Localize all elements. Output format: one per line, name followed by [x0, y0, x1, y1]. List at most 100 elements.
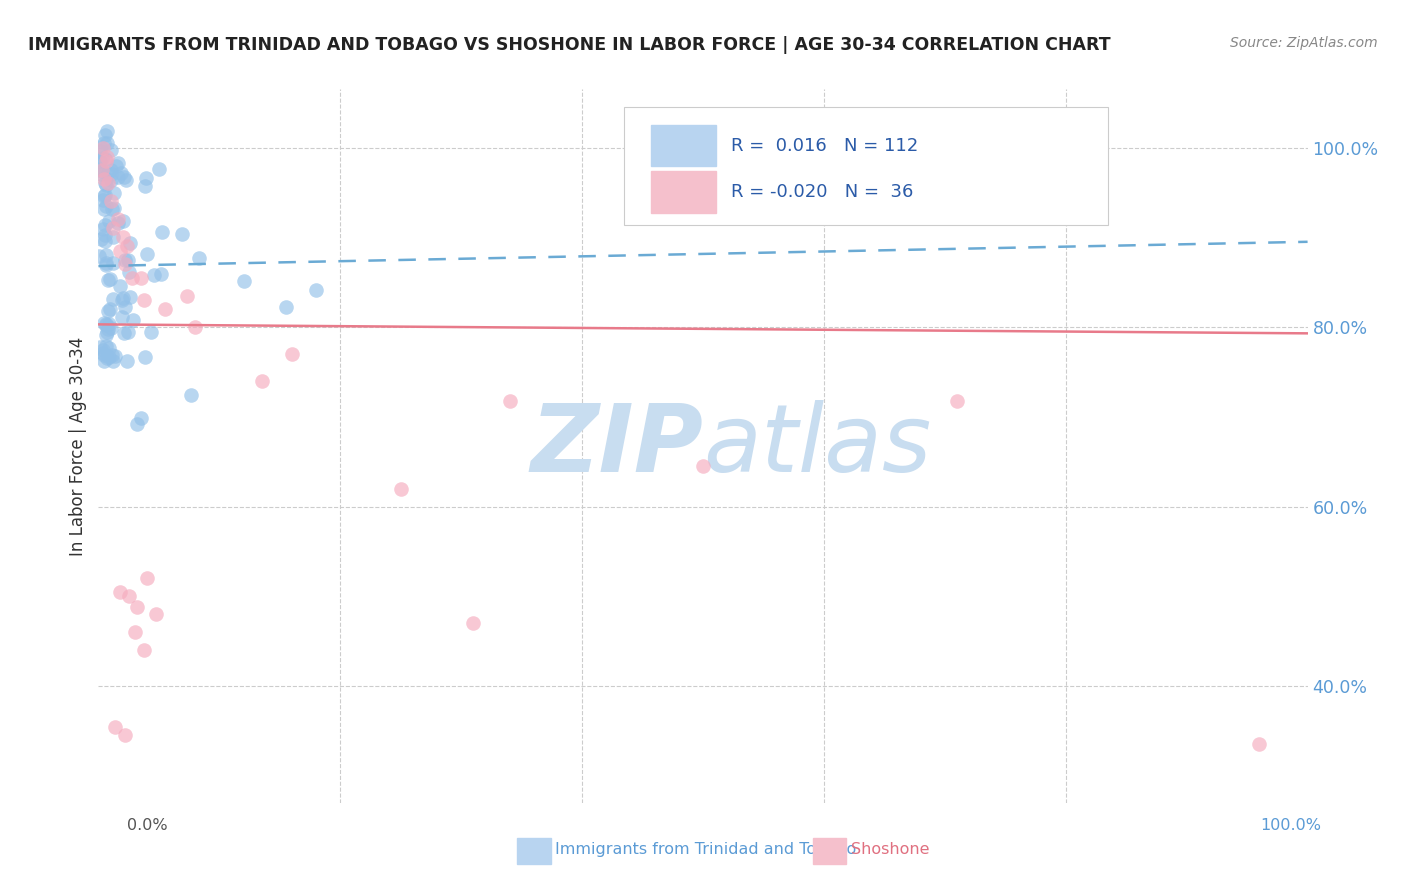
Point: [114, 257, 136, 271]
Point: [117, 239, 139, 253]
Point: [94, 188, 117, 202]
Point: [117, 325, 139, 339]
Text: atlas: atlas: [703, 401, 931, 491]
Point: [389, 482, 412, 496]
Point: [94, 153, 117, 167]
Point: [94, 176, 117, 190]
Point: [91, 140, 114, 154]
Point: [96, 149, 118, 163]
Point: [122, 313, 145, 327]
Point: [89, 153, 111, 168]
Point: [108, 244, 131, 258]
Point: [100, 162, 122, 177]
Point: [281, 347, 304, 361]
Point: [98, 214, 121, 228]
Point: [139, 325, 162, 339]
Point: [104, 349, 127, 363]
Point: [100, 321, 122, 335]
Point: [176, 288, 198, 302]
Point: [111, 230, 134, 244]
Point: [94, 339, 117, 353]
Point: [101, 221, 124, 235]
Point: [96, 199, 118, 213]
Point: [90, 152, 112, 166]
Point: [93, 317, 115, 331]
FancyBboxPatch shape: [624, 107, 1108, 225]
Point: [96, 318, 118, 332]
Point: [101, 202, 124, 217]
Text: R = -0.020   N =  36: R = -0.020 N = 36: [731, 183, 912, 201]
Point: [107, 156, 129, 170]
Point: [134, 179, 156, 194]
Point: [89, 162, 111, 177]
Point: [153, 302, 176, 317]
Text: Immigrants from Trinidad and Tobago: Immigrants from Trinidad and Tobago: [555, 842, 856, 856]
Point: [135, 571, 157, 585]
Point: [94, 256, 117, 270]
Point: [143, 268, 166, 282]
Point: [93, 172, 115, 186]
Point: [498, 393, 520, 408]
Point: [108, 278, 131, 293]
Point: [107, 216, 129, 230]
Point: [94, 258, 117, 272]
Point: [1249, 738, 1271, 752]
Point: [91, 343, 114, 357]
Point: [96, 124, 118, 138]
Text: ZIP: ZIP: [530, 400, 703, 492]
Point: [170, 227, 193, 242]
Point: [98, 341, 121, 355]
Text: Shoshone: Shoshone: [851, 842, 929, 856]
Point: [100, 194, 122, 209]
Point: [93, 218, 115, 232]
Point: [149, 268, 172, 282]
Point: [94, 234, 117, 248]
Point: [104, 719, 127, 733]
FancyBboxPatch shape: [651, 125, 716, 166]
Point: [96, 351, 118, 365]
Point: [90, 168, 112, 182]
Text: R =  0.016   N = 112: R = 0.016 N = 112: [731, 136, 918, 154]
Point: [188, 251, 211, 265]
Point: [118, 290, 141, 304]
Point: [100, 144, 122, 158]
Point: [96, 325, 118, 339]
Point: [127, 417, 149, 431]
Point: [135, 170, 157, 185]
Point: [94, 154, 117, 169]
Point: [107, 212, 129, 227]
Point: [94, 227, 117, 242]
Text: 100.0%: 100.0%: [1261, 818, 1322, 832]
Point: [274, 301, 297, 315]
Point: [150, 225, 173, 239]
Point: [98, 302, 121, 317]
Point: [101, 354, 124, 368]
Point: [250, 374, 273, 388]
Point: [93, 128, 115, 143]
Point: [114, 252, 136, 267]
Point: [93, 202, 115, 216]
Point: [184, 320, 207, 334]
Point: [124, 625, 146, 640]
Point: [111, 291, 134, 305]
Point: [94, 327, 117, 342]
Point: [112, 326, 135, 340]
Point: [114, 300, 136, 314]
Point: [117, 252, 139, 267]
Point: [91, 163, 114, 178]
Point: [103, 201, 125, 215]
Point: [94, 248, 117, 262]
Point: [91, 164, 114, 178]
Point: [118, 590, 141, 604]
Point: [97, 317, 120, 331]
Point: [134, 293, 156, 307]
Point: [97, 321, 120, 335]
Point: [111, 293, 134, 307]
Point: [101, 348, 124, 362]
Point: [129, 411, 152, 425]
Point: [89, 139, 111, 153]
Point: [90, 232, 112, 246]
Point: [107, 169, 129, 184]
Point: [145, 607, 167, 622]
Point: [120, 235, 142, 250]
